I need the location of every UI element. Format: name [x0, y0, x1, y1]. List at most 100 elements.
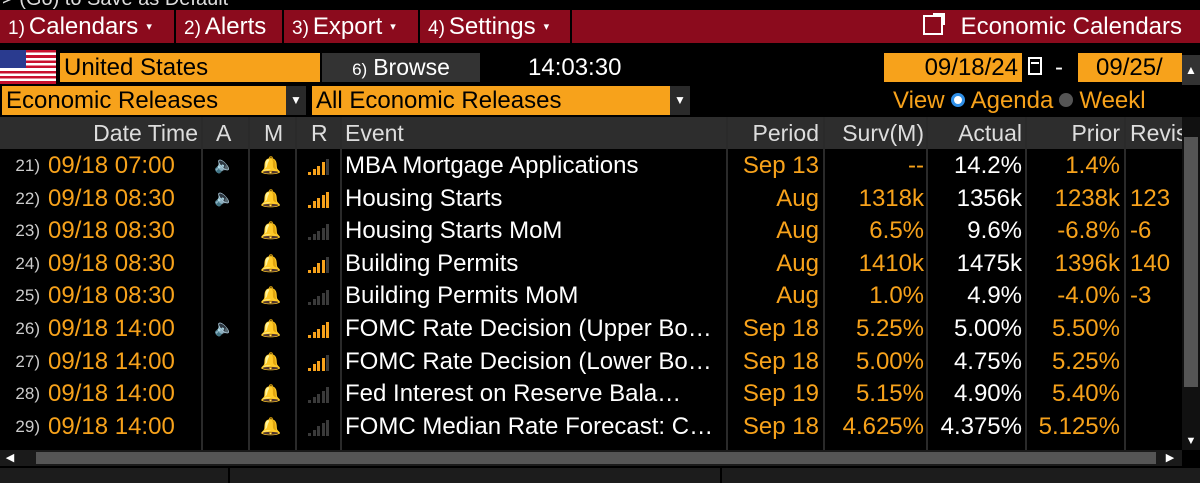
row-period: Aug: [776, 217, 819, 245]
menu-export[interactable]: 3) Export ▾: [292, 13, 396, 40]
header-event[interactable]: Event: [345, 120, 404, 146]
menu-calendars[interactable]: 1) Calendars ▾: [8, 13, 152, 40]
table-row[interactable]: 29) 09/18 14:00 🔔 FOMC Median Rate Forecast…: [0, 411, 1182, 444]
row-datetime: 09/18 14:00: [48, 315, 175, 342]
row-survey: 5.25%: [855, 315, 924, 342]
row-actual: 4.75%: [953, 347, 1022, 375]
row-revised: [1130, 378, 1182, 411]
table-row[interactable]: 21) 09/18 07:00 🔈 🔔 MBA Mortgage Application…: [0, 150, 1182, 183]
table-row[interactable]: 25) 09/18 08:30 🔔 Building Permits MoM Aug 1.…: [0, 280, 1182, 313]
row-number: 25): [15, 286, 40, 306]
row-event[interactable]: FOMC Rate Decision (Lower Bo…: [345, 347, 712, 375]
dropdown-arrow-icon[interactable]: ▼: [286, 86, 306, 115]
view-label: View: [893, 87, 945, 114]
table-row[interactable]: 27) 09/18 14:00 🔔 FOMC Rate Decision (Lower…: [0, 346, 1182, 379]
row-event[interactable]: Housing Starts: [345, 184, 503, 212]
date-to-field[interactable]: 09/25/: [1078, 53, 1182, 82]
column-divider: [1124, 117, 1126, 450]
row-event[interactable]: MBA Mortgage Applications: [345, 152, 639, 179]
row-revised: 140: [1130, 249, 1171, 277]
header-r[interactable]: R: [311, 120, 328, 146]
row-datetime: 09/18 07:00: [48, 152, 175, 179]
scroll-left-arrow[interactable]: ◀: [5, 452, 15, 464]
date-from-field[interactable]: 09/18/24: [884, 53, 1022, 82]
horizontal-scrollbar[interactable]: ◀ ▶: [0, 450, 1182, 466]
chevron-down-icon: ▾: [146, 21, 152, 34]
scroll-thumb[interactable]: [36, 452, 1156, 464]
economic-calendars-link[interactable]: Economic Calendars: [922, 10, 1182, 43]
speaker-icon[interactable]: 🔈: [214, 320, 234, 337]
view-option-agenda[interactable]: Agenda: [970, 87, 1054, 114]
bell-icon[interactable]: 🔔: [260, 319, 282, 338]
table-row[interactable]: 26) 09/18 14:00 🔈 🔔 FOMC Rate Decision (Uppe…: [0, 313, 1182, 346]
header-datetime[interactable]: Date Time: [93, 120, 198, 146]
row-revised: [1130, 411, 1182, 444]
row-datetime: 09/18 08:30: [48, 184, 175, 212]
relevance-bars-icon: [308, 159, 330, 175]
row-event[interactable]: FOMC Median Rate Forecast: C…: [345, 412, 714, 440]
row-revised: 123: [1130, 184, 1171, 212]
row-survey: --: [908, 152, 924, 179]
dropdown-arrow-icon[interactable]: ▼: [670, 86, 690, 115]
header-period[interactable]: Period: [752, 120, 819, 146]
scroll-down-arrow[interactable]: ▼: [1185, 435, 1197, 447]
bell-icon[interactable]: 🔔: [260, 156, 282, 175]
radio-weekly[interactable]: [1059, 93, 1074, 107]
calendar-icon[interactable]: [1028, 57, 1042, 75]
radio-agenda[interactable]: [950, 93, 965, 107]
country-field[interactable]: United States: [60, 53, 320, 82]
row-event[interactable]: Fed Interest on Reserve Bala…: [345, 380, 682, 408]
row-datetime: 09/18 14:00: [48, 412, 175, 440]
header-a[interactable]: A: [216, 120, 232, 146]
relevance-bars-icon: [308, 387, 330, 404]
row-revised: [1130, 150, 1182, 183]
bell-icon[interactable]: 🔔: [260, 253, 282, 273]
scroll-right-arrow[interactable]: ▶: [1165, 452, 1175, 464]
save-default-hint: > (Go) to Save as Default: [2, 0, 228, 10]
header-m[interactable]: M: [264, 120, 284, 146]
header-actual[interactable]: Actual: [958, 120, 1022, 146]
table-header: Date Time A M R Event Period Surv(M) Act…: [0, 117, 1182, 149]
chevron-down-icon: ▾: [390, 21, 396, 34]
bell-icon[interactable]: 🔔: [260, 221, 282, 241]
bell-icon[interactable]: 🔔: [260, 188, 282, 208]
speaker-icon[interactable]: 🔈: [214, 157, 234, 174]
row-event[interactable]: Housing Starts MoM: [345, 217, 563, 245]
header-revised[interactable]: Revis: [1130, 120, 1182, 146]
row-datetime: 09/18 08:30: [48, 249, 175, 277]
menu-settings[interactable]: 4) Settings ▾: [428, 13, 550, 40]
menu-alerts[interactable]: 2) Alerts: [184, 13, 267, 40]
row-event[interactable]: Building Permits: [345, 249, 519, 277]
row-period: Sep 19: [742, 380, 819, 408]
column-divider: [1025, 117, 1027, 450]
row-number: 27): [15, 351, 40, 371]
row-event[interactable]: Building Permits MoM: [345, 282, 579, 310]
release-filter-select[interactable]: All Economic Releases: [312, 86, 670, 115]
row-period: Sep 13: [742, 152, 819, 179]
row-number: 28): [15, 384, 40, 404]
header-surv[interactable]: Surv(M): [842, 120, 924, 146]
table-row[interactable]: 23) 09/18 08:30 🔔 Housing Starts MoM Aug 6.5%…: [0, 215, 1182, 248]
browse-button[interactable]: 6) Browse: [322, 53, 480, 82]
bell-icon[interactable]: 🔔: [260, 286, 282, 306]
row-datetime: 09/18 14:00: [48, 380, 175, 408]
row-event[interactable]: FOMC Rate Decision (Upper Bo…: [345, 315, 712, 342]
table-row[interactable]: 28) 09/18 14:00 🔔 Fed Interest on Reserve B…: [0, 378, 1182, 411]
scroll-up-arrow[interactable]: ▲: [1182, 55, 1200, 85]
row-prior: -4.0%: [1057, 282, 1120, 310]
table-row[interactable]: 24) 09/18 08:30 🔔 Building Permits Aug 1410k 1…: [0, 248, 1182, 281]
bell-icon[interactable]: 🔔: [260, 384, 282, 404]
bell-icon[interactable]: 🔔: [260, 351, 282, 371]
vertical-scrollbar[interactable]: ▼: [1182, 117, 1200, 450]
view-option-weekly[interactable]: Weekl: [1079, 87, 1146, 114]
speaker-icon[interactable]: 🔈: [214, 189, 234, 207]
header-prior[interactable]: Prior: [1071, 120, 1120, 146]
row-prior: 5.25%: [1051, 347, 1120, 375]
scroll-thumb[interactable]: [1184, 137, 1198, 387]
relevance-bars-icon: [308, 420, 330, 436]
bell-icon[interactable]: 🔔: [260, 416, 282, 436]
table-row[interactable]: 22) 09/18 08:30 🔈 🔔 Housing Starts Aug 1318k 13…: [0, 183, 1182, 216]
release-type-select[interactable]: Economic Releases: [2, 86, 286, 115]
clock-time: 14:03:30: [528, 54, 622, 81]
menu-divider: [418, 10, 420, 43]
